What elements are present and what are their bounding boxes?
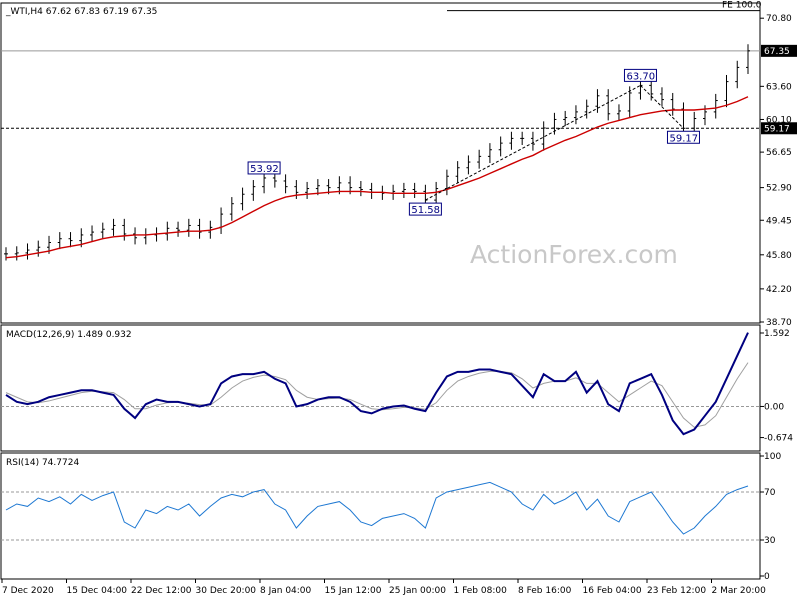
x-tick-label: 30 Dec 20:00 <box>196 586 257 596</box>
annotation-box <box>247 161 281 175</box>
macd-title: MACD(12,26,9) 1.489 0.932 <box>6 330 132 340</box>
x-tick-label: 7 Dec 2020 <box>2 586 54 596</box>
price-panel-frame <box>0 2 761 324</box>
y-tick-label: 52.90 <box>766 184 792 194</box>
y-tick-label: 38.70 <box>766 318 792 328</box>
rsi-chart: 100 70 30 0 <box>1 452 781 582</box>
price-title: _WTI,H4 67.62 67.83 67.19 67.35 <box>5 7 157 17</box>
macd-chart: 1.592 0.00 -0.674 <box>1 329 793 444</box>
y-tick-label: 60.10 <box>766 115 792 125</box>
price-chart: FE 100.070.8067.3563.6060.1059.1756.6552… <box>1 1 797 328</box>
annotation-label: 53.92 <box>250 164 279 175</box>
y-tick-label: 1.592 <box>764 329 790 339</box>
x-tick-label: 25 Jan 00:00 <box>389 586 446 596</box>
macd-panel-frame <box>0 324 761 452</box>
y-tick-label: 70.80 <box>766 14 792 24</box>
annotation-box <box>666 130 700 144</box>
annotation-box <box>408 202 442 216</box>
y-tick-label: 63.60 <box>766 82 792 92</box>
y-tick-label: 100 <box>764 452 781 462</box>
y-tick-label: -0.674 <box>764 434 793 444</box>
x-tick-label: 15 Jan 12:00 <box>325 586 382 596</box>
price-tag-box <box>761 44 797 57</box>
y-tick-label: 59.17 <box>764 124 790 134</box>
x-tick-label: 16 Feb 04:00 <box>583 586 642 596</box>
x-tick-label: 23 Feb 12:00 <box>647 586 706 596</box>
y-tick-label: 42.20 <box>766 285 792 295</box>
y-tick-label: 49.45 <box>766 216 792 226</box>
y-tick-label: 67.35 <box>764 47 790 57</box>
trend-line <box>425 84 641 201</box>
fe-label: FE 100.0 <box>722 1 762 11</box>
y-tick-label: 30 <box>764 536 776 546</box>
rsi-panel-frame <box>0 452 761 580</box>
macd-line <box>5 332 749 436</box>
annotation-label: 59.17 <box>669 133 698 144</box>
x-tick-label: 1 Feb 08:00 <box>454 586 508 596</box>
x-tick-label: 15 Dec 04:00 <box>67 586 128 596</box>
y-tick-label: 0 <box>764 572 770 582</box>
x-axis: 7 Dec 2020 15 Dec 04:00 22 Dec 12:00 30 Dec… <box>1 579 767 596</box>
x-tick-label: 22 Dec 12:00 <box>131 586 192 596</box>
y-tick-label: 56.65 <box>766 148 792 158</box>
annotation-label: 63.70 <box>626 71 655 82</box>
x-tick-label: 8 Feb 16:00 <box>518 586 572 596</box>
trend-line <box>640 85 684 129</box>
x-tick-label: 8 Jan 04:00 <box>260 586 312 596</box>
price-tag-box <box>761 122 797 135</box>
watermark: ActionForex.com <box>470 240 678 269</box>
y-tick-label: 0.00 <box>764 402 784 412</box>
y-tick-label: 45.80 <box>766 251 792 261</box>
rsi-title: RSI(14) 74.7724 <box>6 458 79 468</box>
moving-average-line <box>5 96 749 259</box>
y-tick-label: 70 <box>764 488 776 498</box>
x-tick-label: 2 Mar 20:00 <box>712 586 767 596</box>
annotation-label: 51.58 <box>411 205 440 216</box>
annotation-box <box>623 68 657 82</box>
rsi-line <box>5 481 749 535</box>
